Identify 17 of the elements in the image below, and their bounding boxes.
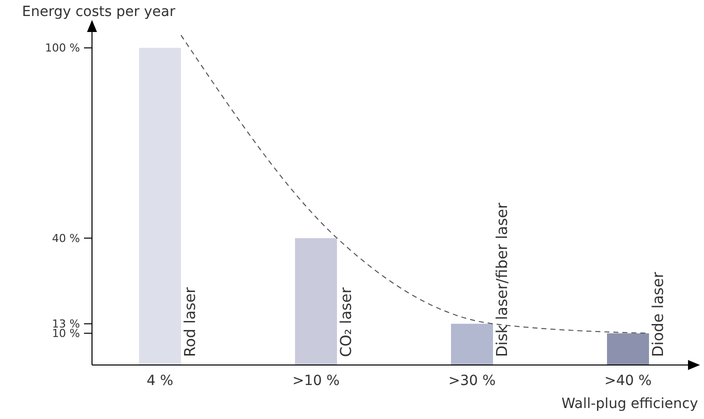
y-tick-label: 100 % [45,42,80,55]
y-axis-title: Energy costs per year [22,4,176,20]
annotation: Disk laser/fiber laser [493,202,511,357]
annotation: CO₂ laser [337,286,355,357]
bar [295,238,337,365]
x-tick-label: >40 % [604,373,652,389]
x-axis-title: Wall-plug efficiency [561,396,698,412]
x-tick-label: >10 % [292,373,340,389]
y-tick-label: 40 % [52,232,80,245]
bar [139,48,181,365]
annotation: Rod laser [181,286,199,357]
annotation: Diode laser [649,271,667,357]
bar [607,333,649,365]
x-tick-label: 4 % [146,373,174,389]
y-tick-label: 10 % [52,327,80,340]
bar [451,324,493,365]
x-tick-label: >30 % [448,373,496,389]
